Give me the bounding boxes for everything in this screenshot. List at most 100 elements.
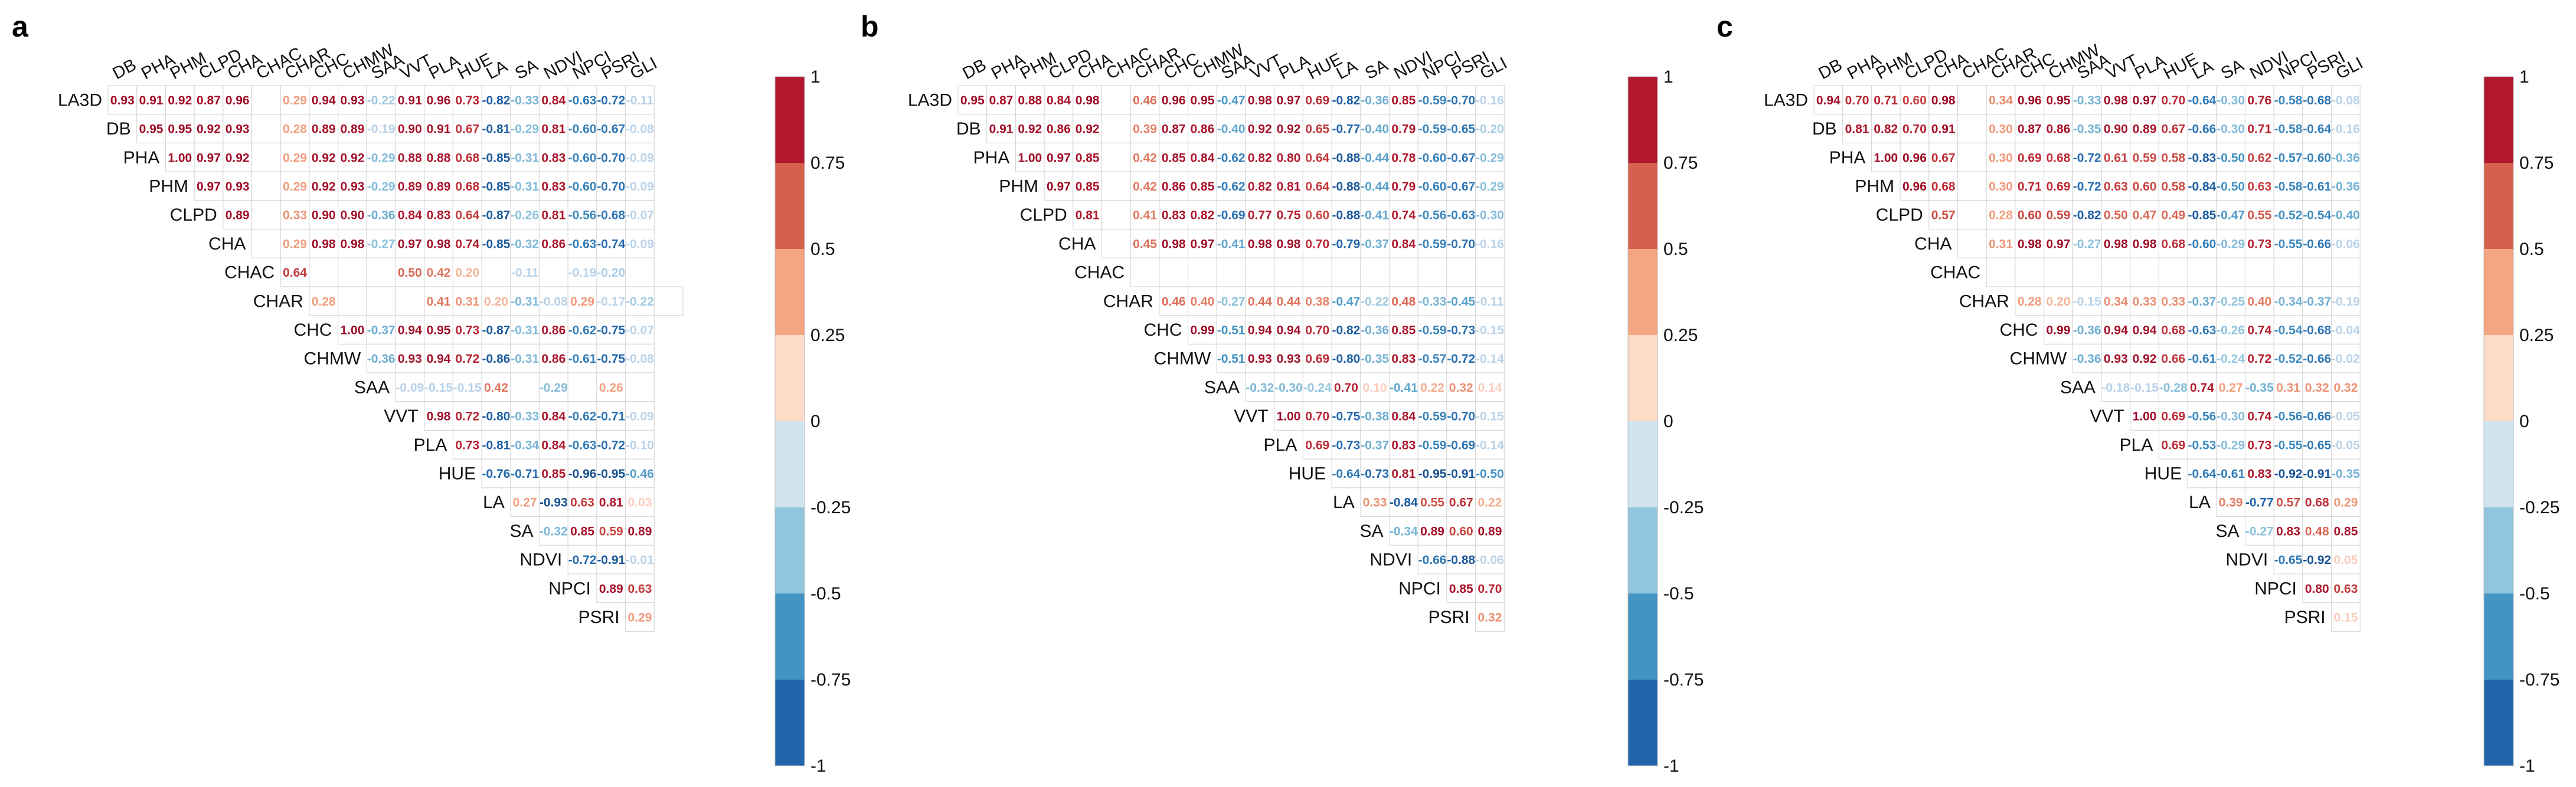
matrix-cell xyxy=(2130,85,2159,115)
cell-value: 0.98 xyxy=(1075,94,1100,107)
matrix-cell xyxy=(2331,458,2361,488)
matrix-cell xyxy=(1130,257,1160,287)
matrix-cell xyxy=(1360,487,1390,517)
matrix-cell xyxy=(1446,314,1476,345)
cell-value: 0.38 xyxy=(1305,295,1329,309)
matrix-cell xyxy=(2072,343,2102,373)
matrix-cell xyxy=(510,401,540,431)
cell-value: 0.71 xyxy=(1874,94,1898,107)
matrix-cell xyxy=(1130,171,1160,201)
cell-value: 0.69 xyxy=(1305,94,1329,107)
cell-value: -0.83 xyxy=(2188,151,2217,165)
matrix-cell xyxy=(309,257,339,287)
cell-value: 0.94 xyxy=(312,94,336,107)
cell-value: 0.85 xyxy=(570,524,594,538)
cell-value: 0.96 xyxy=(1902,151,1927,165)
matrix-cell xyxy=(625,372,655,402)
matrix-cell xyxy=(424,257,454,287)
cell-value: 0.84 xyxy=(541,438,565,452)
cell-value: -0.72 xyxy=(2073,180,2101,194)
cell-value: 0.34 xyxy=(2104,295,2128,309)
matrix-cell xyxy=(2015,200,2045,230)
row-label: PSRI xyxy=(578,608,620,627)
cell-value: -0.32 xyxy=(1245,381,1274,395)
cell-value: 0.94 xyxy=(427,352,451,366)
matrix-cell xyxy=(1475,372,1505,402)
cell-value: -0.66 xyxy=(1418,553,1447,567)
matrix-cell xyxy=(510,429,540,460)
matrix-cell xyxy=(452,171,482,201)
cell-value: -0.37 xyxy=(367,323,395,337)
cell-value: -0.67 xyxy=(597,123,625,136)
cell-value: 0.29 xyxy=(283,237,307,251)
cell-value: -0.60 xyxy=(568,151,597,165)
cell-value: 0.93 xyxy=(1277,352,1301,366)
matrix-cell xyxy=(2130,286,2159,316)
matrix-cell xyxy=(2216,142,2246,172)
panel-a: a DB PHA PHM CLPD CHA CHAC CHAR CHC CHMW SAA VVT PLA… xyxy=(12,10,851,776)
matrix-cell xyxy=(2158,257,2188,287)
cell-value: -0.15 xyxy=(2073,295,2101,309)
matrix-cell xyxy=(251,114,281,143)
cell-value: -0.31 xyxy=(511,323,539,337)
cell-value: 1.00 xyxy=(1018,151,1042,165)
row-label: LA3D xyxy=(908,90,952,110)
cell-value: 0.84 xyxy=(1047,94,1071,107)
matrix-cell xyxy=(596,228,626,258)
matrix-cell xyxy=(366,257,396,287)
cell-value: -0.05 xyxy=(2332,410,2360,424)
matrix-cell xyxy=(2130,314,2159,345)
matrix-cell xyxy=(1986,257,2016,287)
cell-value: -0.19 xyxy=(367,123,395,136)
cell-value: -0.22 xyxy=(626,295,654,309)
matrix-cell xyxy=(481,286,511,316)
cell-value: 0.93 xyxy=(398,352,422,366)
cell-value: 0.83 xyxy=(1391,438,1416,452)
cell-value: 0.69 xyxy=(1305,438,1329,452)
cell-value: -0.36 xyxy=(1361,323,1389,337)
matrix-cell xyxy=(2302,429,2332,460)
cell-value: 0.82 xyxy=(1248,180,1272,194)
cell-value: -0.60 xyxy=(568,180,597,194)
cell-value: -0.91 xyxy=(1447,467,1475,481)
matrix-cell xyxy=(2187,286,2217,316)
matrix-cell xyxy=(2273,372,2303,402)
matrix-cell xyxy=(481,372,511,402)
cell-value: 0.50 xyxy=(2104,209,2128,222)
cell-value: -0.96 xyxy=(568,467,597,481)
matrix-cell xyxy=(1101,228,1131,258)
matrix-cell xyxy=(2101,257,2131,287)
colorbar-tick-label: -0.75 xyxy=(810,670,851,690)
matrix-cell xyxy=(2216,85,2246,115)
matrix-cell xyxy=(1360,142,1390,172)
cell-value: -0.91 xyxy=(2303,467,2331,481)
matrix-cell xyxy=(2015,257,2045,287)
cell-value: 0.95 xyxy=(427,323,451,337)
colorbar-tick-label: 0.25 xyxy=(810,326,845,345)
cell-value: -0.67 xyxy=(1447,180,1475,194)
cell-value: -0.81 xyxy=(482,438,511,452)
cell-value: 0.57 xyxy=(2276,496,2300,510)
matrix-cell xyxy=(625,85,655,115)
cell-value: 0.70 xyxy=(1305,323,1329,337)
cell-value: 0.29 xyxy=(570,295,594,309)
cell-value: -0.85 xyxy=(2188,209,2217,222)
matrix-cell xyxy=(2273,200,2303,230)
matrix-cell xyxy=(366,171,396,201)
cell-value: 0.94 xyxy=(2104,323,2128,337)
matrix-cell xyxy=(596,85,626,115)
matrix-cell xyxy=(596,200,626,230)
matrix-cell xyxy=(2273,314,2303,345)
matrix-cell xyxy=(1360,114,1390,143)
cell-value: 0.69 xyxy=(2161,438,2185,452)
matrix-cell xyxy=(1187,114,1217,143)
cell-value: -0.15 xyxy=(424,381,453,395)
cell-value: 0.41 xyxy=(427,295,451,309)
cell-value: -0.27 xyxy=(1217,295,1245,309)
cell-value: 0.92 xyxy=(225,151,250,165)
colorbar-tick-label: 0.25 xyxy=(1663,326,1698,345)
cell-value: 0.78 xyxy=(1391,151,1416,165)
row-label: VVT xyxy=(384,406,418,426)
cell-value: 1.00 xyxy=(1874,151,1898,165)
cell-value: -0.85 xyxy=(482,180,511,194)
